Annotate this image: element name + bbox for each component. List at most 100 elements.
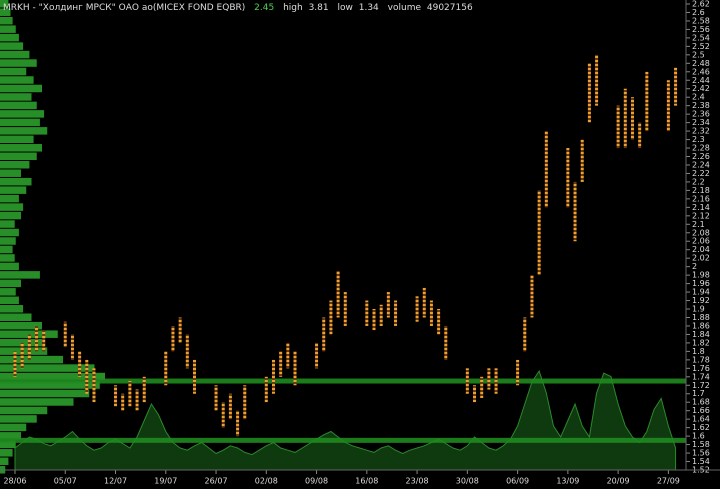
profile-bar (0, 305, 24, 313)
profile-bar (0, 25, 16, 33)
price-bar (415, 296, 419, 322)
profile-bar (0, 406, 48, 415)
profile-bar (0, 398, 74, 406)
profile-bar (0, 237, 16, 245)
price-bar (243, 385, 247, 420)
y-tick-label: 1.74 (692, 372, 710, 381)
price-bar (228, 393, 232, 420)
y-tick-label: 2.48 (692, 59, 710, 68)
price-bar (674, 67, 678, 106)
profile-bar (0, 135, 34, 144)
price-bar (372, 309, 376, 331)
volume: 49027156 (427, 3, 473, 13)
profile-bar (0, 152, 37, 161)
y-tick-label: 2.22 (692, 169, 710, 178)
profile-bar (0, 67, 27, 76)
price-bar (70, 334, 74, 360)
price-bar (35, 325, 39, 352)
volume-label: volume (388, 3, 422, 13)
y-tick-label: 2.46 (692, 67, 710, 76)
profile-bar (0, 220, 15, 228)
y-tick-label: 2.52 (692, 42, 710, 51)
title: MRKH - "Холдинг МРСК" ОАО ао(MICEX FOND … (3, 3, 245, 13)
price-bar (595, 54, 599, 106)
y-tick-label: 1.96 (692, 279, 710, 288)
price-bar (271, 359, 275, 394)
profile-bar (0, 110, 45, 118)
price-bar (264, 376, 268, 403)
y-tick-label: 2.58 (692, 16, 710, 25)
high-label: high (283, 3, 303, 13)
profile-bar (0, 330, 58, 338)
price-bar (365, 300, 369, 326)
profile-bar (0, 381, 100, 389)
price-bar (279, 351, 283, 377)
y-tick-label: 2.16 (692, 194, 710, 203)
profile-bar (0, 177, 32, 186)
y-tick-label: 2.06 (692, 237, 710, 246)
profile-bar (0, 203, 24, 211)
price-bar (645, 71, 649, 132)
profile-bar (0, 76, 34, 84)
profile-bar (0, 101, 37, 110)
y-tick-label: 1.98 (692, 271, 710, 280)
profile-bar (0, 127, 48, 135)
y-tick-label: 2.34 (692, 118, 710, 127)
price-bar (530, 275, 534, 318)
y-tick-label: 1.92 (692, 296, 710, 305)
price-bar (623, 88, 627, 149)
profile-bar (0, 271, 40, 279)
profile-bar (0, 389, 90, 398)
y-tick-label: 2.5 (692, 50, 705, 59)
price-bar (638, 122, 642, 149)
price-bar (114, 385, 118, 407)
price-bar (121, 393, 125, 411)
price-bar (13, 351, 17, 377)
price-bar (386, 292, 390, 318)
price-bar (27, 334, 31, 360)
y-tick-label: 2.28 (692, 144, 710, 153)
price-bar (587, 63, 591, 123)
y-tick-label: 1.76 (692, 364, 710, 373)
profile-bar (0, 288, 16, 296)
last-price: 2.45 (254, 3, 274, 13)
y-tick-label: 1.66 (692, 406, 710, 415)
profile-bar (0, 59, 37, 67)
price-bar (343, 292, 347, 326)
profile-bar (0, 144, 42, 152)
y-tick-label: 2.44 (692, 76, 710, 85)
profile-bar (0, 194, 19, 203)
price-bar (171, 325, 175, 352)
price-bar (214, 385, 218, 411)
price-bar (544, 131, 548, 208)
price-bar (537, 190, 541, 276)
y-tick-label: 1.9 (692, 305, 705, 314)
y-tick-label: 2.6 (692, 8, 705, 17)
y-tick-label: 1.7 (692, 389, 705, 398)
price-bar (429, 300, 433, 326)
price-bar (63, 321, 67, 348)
price-bar (135, 389, 139, 411)
y-tick-label: 2.32 (692, 127, 710, 136)
price-bar (42, 330, 46, 352)
x-tick-label: 06/09 (506, 477, 529, 486)
y-tick-label: 1.94 (692, 288, 710, 297)
profile-bar (0, 228, 19, 237)
x-tick-label: 23/08 (406, 477, 429, 486)
y-tick-label: 1.64 (692, 415, 710, 424)
profile-bar (0, 50, 30, 59)
profile-bar (0, 457, 9, 466)
volume-area (14, 369, 677, 471)
y-tick-label: 1.84 (692, 330, 710, 339)
price-bar (20, 342, 24, 369)
profile-bar (0, 449, 13, 457)
y-tick-label: 1.88 (692, 313, 710, 322)
profile-bar (0, 42, 24, 50)
x-tick-label: 27/09 (657, 477, 680, 486)
profile-bar (0, 355, 63, 364)
profile-bar (0, 364, 95, 372)
profile-bar (0, 33, 19, 42)
price-bar (185, 334, 189, 369)
